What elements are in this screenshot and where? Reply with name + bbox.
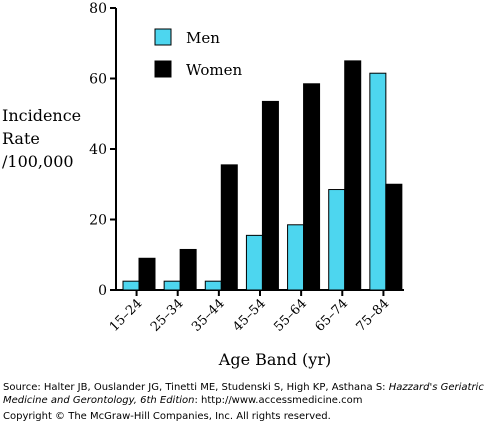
source-suffix: : http://www.accessmedicine.com: [194, 395, 363, 406]
bar-men: [328, 189, 346, 291]
legend-label-women: Women: [186, 61, 243, 79]
bar-men: [287, 224, 305, 291]
y-tick-label: 60: [89, 72, 107, 88]
y-tick-label: 40: [89, 142, 107, 158]
bars: [122, 60, 403, 291]
y-tick-label: 20: [89, 213, 107, 229]
legend: Men Women: [154, 28, 243, 79]
legend-swatch-women: [154, 60, 172, 78]
source-citation: Source: Halter JB, Ouslander JG, Tinetti…: [3, 381, 487, 407]
x-category-label: 15–24: [107, 296, 146, 335]
legend-swatch-men: [154, 28, 172, 46]
copyright-notice: Copyright © The McGraw-Hill Companies, I…: [3, 411, 331, 422]
x-axis-title: Age Band (yr): [218, 350, 331, 369]
y-axis-title: Incidence Rate /100,000: [2, 106, 81, 171]
x-category-label: 55–64: [271, 296, 310, 335]
legend-label-men: Men: [186, 29, 220, 47]
y-axis-title-line: /100,000: [2, 152, 74, 171]
bar-men: [245, 234, 263, 291]
bar-women: [138, 257, 156, 291]
bar-men: [163, 280, 181, 291]
bar-men: [122, 280, 140, 291]
x-category-labels: 15–24 25–34 35–44 45–54 55–64 65–74 75–84: [107, 290, 392, 335]
x-category-label: 45–54: [230, 296, 269, 335]
bar-women: [261, 100, 279, 291]
y-axis-title-line: Incidence: [2, 106, 81, 125]
x-category-label: 35–44: [189, 296, 228, 335]
bar-men: [204, 280, 222, 291]
x-category-label: 25–34: [148, 296, 187, 335]
bar-men: [369, 72, 387, 291]
bar-women: [385, 183, 403, 291]
x-category-label: 65–74: [313, 296, 352, 335]
bar-women: [220, 164, 238, 291]
y-ticks: 0 20 40 60 80: [89, 1, 116, 299]
source-book-title: Hazzard's Geriatric Medicine and Geronto…: [3, 382, 484, 406]
bar-women: [179, 248, 197, 291]
bar-women: [303, 83, 321, 291]
y-axis-title-line: Rate: [2, 129, 40, 148]
bar-chart: Incidence Rate /100,000 0 20 40 60 80 15–24 2…: [2, 1, 404, 369]
y-tick-label: 0: [98, 283, 107, 299]
bar-women: [344, 60, 362, 291]
y-tick-label: 80: [89, 1, 107, 17]
x-category-label: 75–84: [354, 296, 393, 335]
source-prefix: Source: Halter JB, Ouslander JG, Tinetti…: [3, 382, 389, 393]
